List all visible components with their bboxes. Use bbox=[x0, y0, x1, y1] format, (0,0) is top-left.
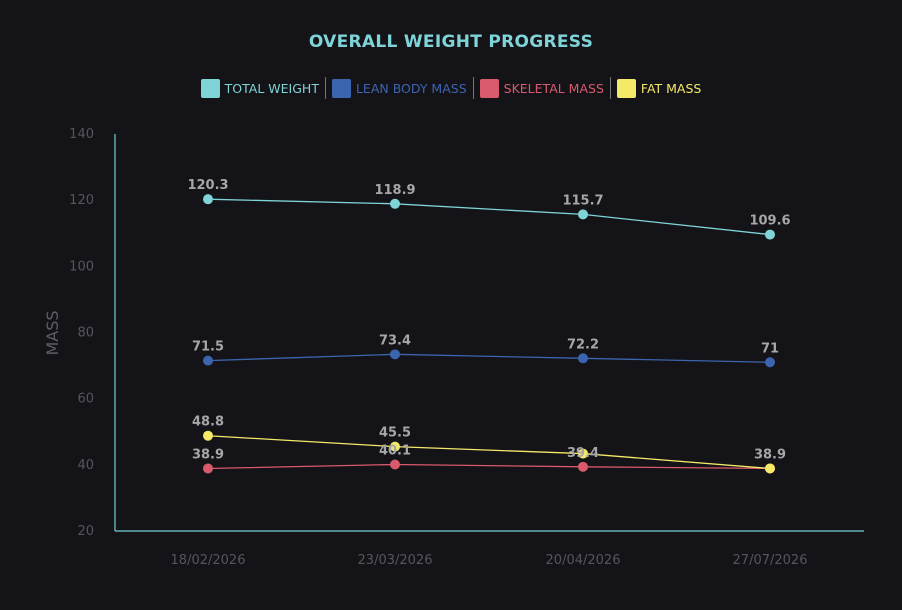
y-axis-title: MASS bbox=[43, 310, 62, 355]
y-tick-label: 60 bbox=[77, 392, 94, 407]
legend-swatch bbox=[331, 78, 351, 98]
data-point bbox=[203, 430, 213, 441]
data-label: 109.6 bbox=[749, 214, 790, 229]
legend-swatch bbox=[479, 78, 499, 98]
data-label: 38.9 bbox=[192, 447, 224, 462]
legend-label: TOTAL WEIGHT bbox=[224, 80, 319, 96]
x-tick-label: 20/04/2026 bbox=[546, 553, 621, 568]
series-line bbox=[207, 353, 771, 363]
data-point bbox=[765, 229, 775, 240]
data-point bbox=[203, 194, 213, 205]
x-tick-label: 18/02/2026 bbox=[171, 553, 246, 568]
legend: TOTAL WEIGHT LEAN BODY MASS SKELETAL MASS F… bbox=[0, 77, 902, 99]
legend-label: SKELETAL MASS bbox=[503, 80, 604, 96]
series-line bbox=[207, 435, 771, 470]
legend-swatch bbox=[616, 78, 636, 98]
data-point bbox=[390, 459, 400, 470]
legend-item[interactable]: FAT MASS bbox=[611, 77, 707, 99]
series-line bbox=[207, 463, 771, 470]
data-label: 71.5 bbox=[192, 340, 224, 355]
data-label: 118.9 bbox=[374, 183, 415, 198]
data-point bbox=[578, 461, 588, 472]
legend-swatch bbox=[200, 78, 220, 98]
data-label: 45.5 bbox=[379, 426, 411, 441]
data-point bbox=[578, 448, 588, 459]
y-tick-label: 100 bbox=[69, 259, 94, 274]
data-point bbox=[390, 349, 400, 360]
data-label: 38.9 bbox=[754, 447, 786, 462]
y-tick-label: 20 bbox=[77, 524, 94, 539]
data-point bbox=[765, 357, 775, 368]
data-point bbox=[390, 441, 400, 452]
data-label: 48.8 bbox=[192, 415, 224, 430]
legend-item[interactable]: LEAN BODY MASS bbox=[326, 77, 474, 99]
data-point bbox=[578, 353, 588, 364]
data-point bbox=[390, 198, 400, 209]
chart-title: OVERALL WEIGHT PROGRESS bbox=[308, 32, 594, 52]
data-label: 115.7 bbox=[562, 193, 603, 208]
data-point bbox=[203, 463, 213, 474]
legend-item[interactable]: TOTAL WEIGHT bbox=[195, 77, 326, 99]
series-line bbox=[207, 198, 771, 236]
data-label: 40.1 bbox=[379, 444, 411, 459]
data-label: 72.2 bbox=[567, 337, 599, 352]
legend-item[interactable]: SKELETAL MASS bbox=[474, 77, 611, 99]
x-tick-label: 27/07/2026 bbox=[733, 553, 808, 568]
y-tick-label: 80 bbox=[77, 326, 94, 341]
data-label: 39.4 bbox=[567, 446, 599, 461]
data-label: 71 bbox=[761, 341, 779, 356]
y-tick-label: 40 bbox=[77, 458, 94, 473]
x-tick-label: 23/03/2026 bbox=[358, 553, 433, 568]
y-tick-label: 120 bbox=[69, 193, 94, 208]
data-point bbox=[765, 463, 775, 474]
y-tick-label: 140 bbox=[69, 127, 94, 142]
data-point bbox=[203, 355, 213, 366]
legend-label: FAT MASS bbox=[640, 80, 702, 96]
legend-label: LEAN BODY MASS bbox=[355, 80, 467, 96]
data-point bbox=[578, 209, 588, 220]
data-label: 73.4 bbox=[379, 333, 411, 348]
data-label: 120.3 bbox=[187, 178, 228, 193]
